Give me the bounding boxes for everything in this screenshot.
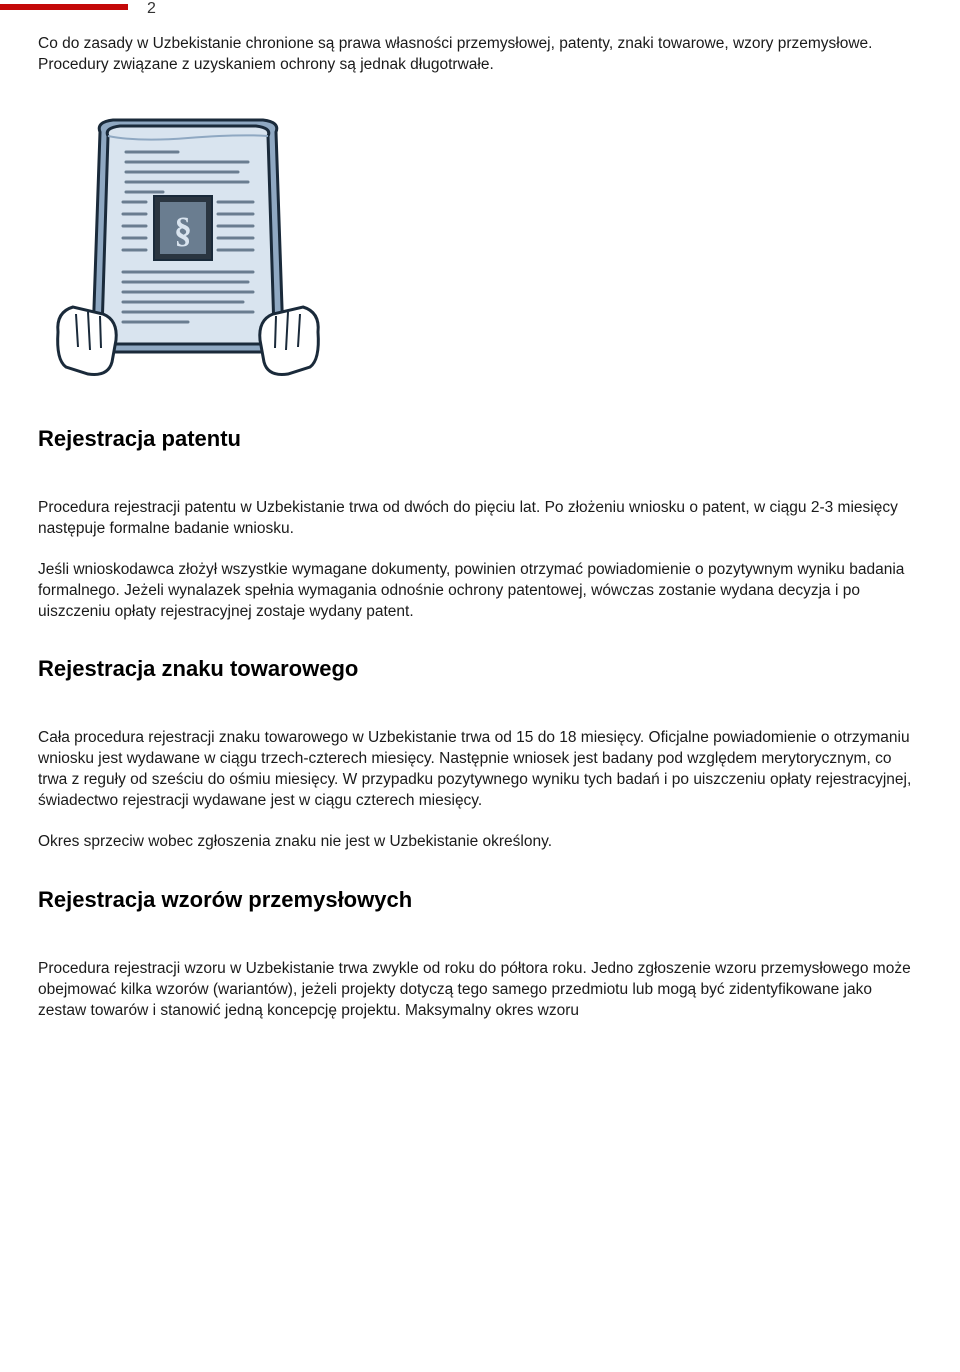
page-content: Co do zasady w Uzbekistanie chronione są…: [38, 0, 922, 1022]
section-paragraph: Procedura rejestracji patentu w Uzbekist…: [38, 498, 922, 540]
section-heading-designs: Rejestracja wzorów przemysłowych: [38, 887, 922, 913]
svg-text:§: §: [174, 210, 192, 250]
page-number: 2: [147, 0, 156, 18]
section-heading-patent: Rejestracja patentu: [38, 426, 922, 452]
intro-paragraph: Co do zasady w Uzbekistanie chronione są…: [38, 34, 922, 76]
section-paragraph: Procedura rejestracji wzoru w Uzbekistan…: [38, 959, 922, 1022]
accent-bar: [0, 4, 128, 10]
section-paragraph: Jeśli wnioskodawca złożył wszystkie wyma…: [38, 560, 922, 623]
section-paragraph: Okres sprzeciw wobec zgłoszenia znaku ni…: [38, 832, 922, 853]
document-svg: §: [38, 102, 338, 392]
document-illustration: §: [38, 102, 338, 392]
section-heading-trademark: Rejestracja znaku towarowego: [38, 656, 922, 682]
section-paragraph: Cała procedura rejestracji znaku towarow…: [38, 728, 922, 812]
